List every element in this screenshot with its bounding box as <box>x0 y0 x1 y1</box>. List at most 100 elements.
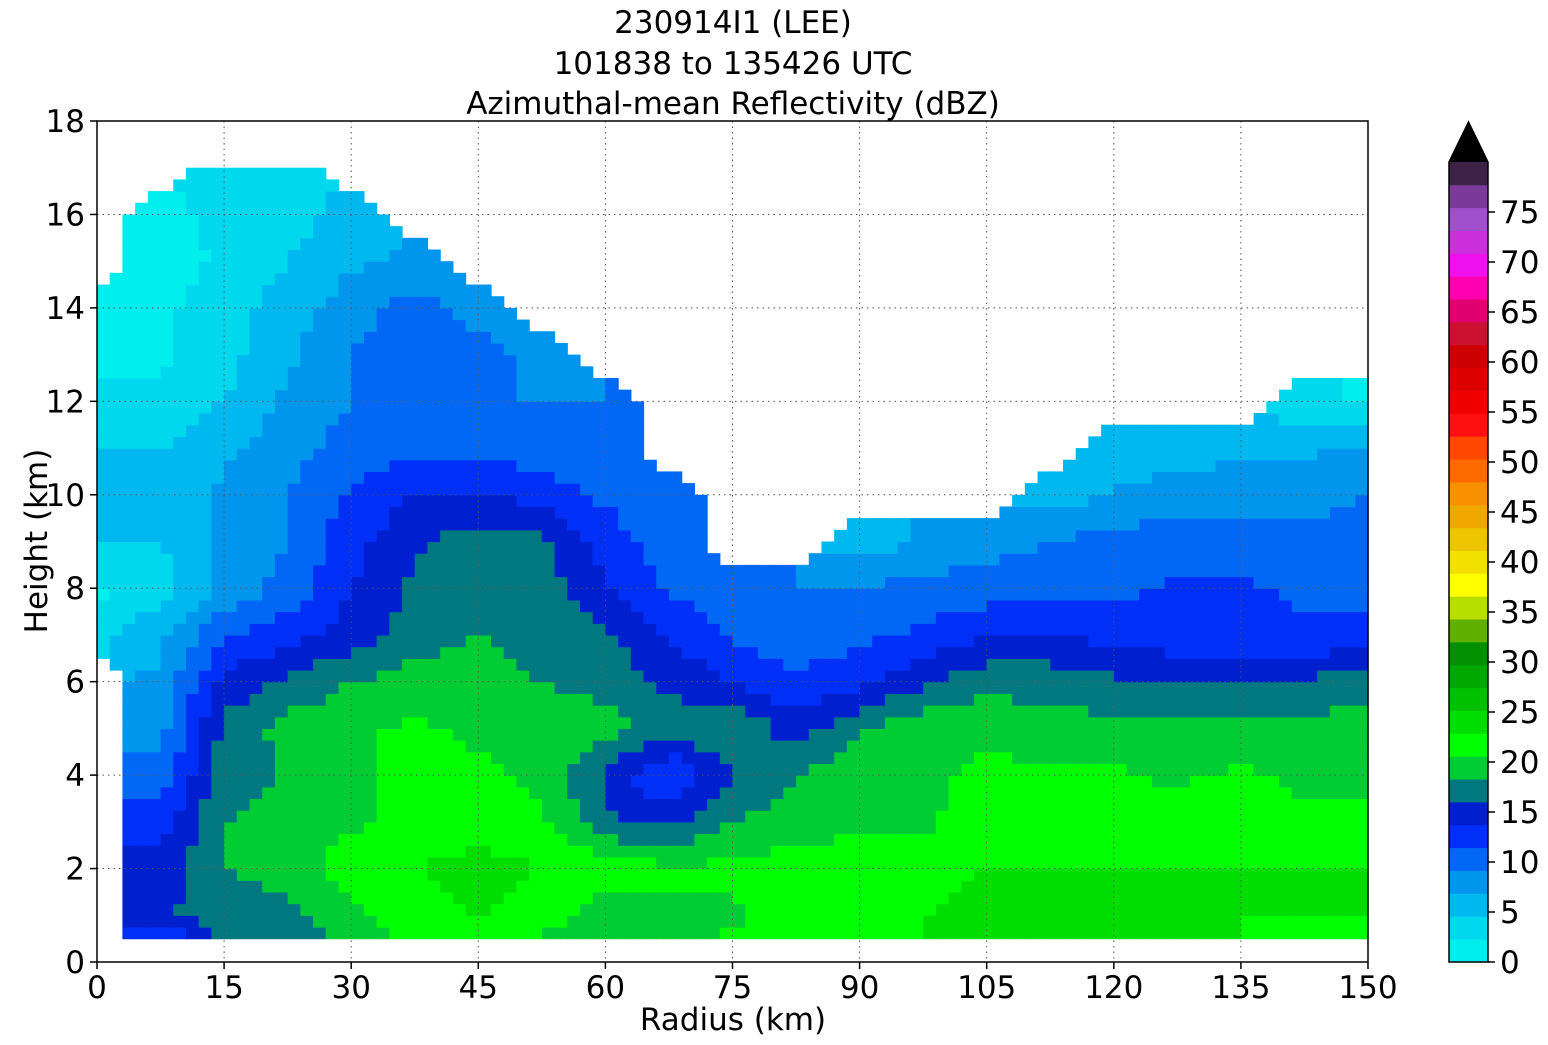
field-cell <box>1240 915 1255 928</box>
field-cell <box>796 705 810 718</box>
field-cell <box>274 377 289 391</box>
field-cell <box>1291 716 1306 729</box>
field-cell <box>491 658 505 671</box>
field-cell <box>910 915 924 928</box>
field-cell <box>1050 646 1064 659</box>
field-cell <box>1037 810 1051 823</box>
field-cell <box>503 623 518 636</box>
field-cell <box>249 518 263 531</box>
field-cell <box>491 436 505 449</box>
field-cell <box>452 856 467 870</box>
field-cell <box>1037 891 1051 905</box>
field-cell <box>478 459 492 473</box>
field-cell <box>300 436 314 449</box>
field-cell <box>376 588 390 601</box>
field-cell <box>656 529 670 543</box>
field-cell <box>287 786 301 800</box>
field-cell <box>147 331 162 344</box>
field-cell <box>452 868 467 881</box>
field-cell <box>351 191 365 204</box>
field-cell <box>173 494 187 508</box>
field-cell <box>211 658 225 671</box>
field-cell <box>224 599 238 613</box>
field-cell <box>656 880 670 893</box>
field-cell <box>923 693 937 706</box>
field-cell <box>173 541 187 554</box>
field-cell <box>516 553 530 566</box>
field-cell <box>1291 471 1306 484</box>
field-cell <box>1240 751 1255 765</box>
field-cell <box>300 786 314 800</box>
field-cell <box>274 319 289 332</box>
field-cell <box>1317 763 1331 776</box>
field-cell <box>694 728 708 741</box>
colorbar-bin <box>1449 870 1488 894</box>
field-cell <box>1279 821 1293 835</box>
field-cell <box>465 868 479 881</box>
field-cell <box>923 856 937 870</box>
field-cell <box>147 786 162 800</box>
field-cell <box>338 599 352 613</box>
colorbar-bin <box>1449 619 1488 643</box>
field-cell <box>1317 786 1331 800</box>
field-cell <box>389 319 403 332</box>
field-cell <box>529 506 543 519</box>
field-cell <box>300 763 314 776</box>
field-cell <box>707 599 721 613</box>
field-cell <box>198 553 212 566</box>
field-cell <box>427 926 441 940</box>
field-cell <box>236 845 251 858</box>
field-cell <box>452 915 467 928</box>
field-cell <box>402 763 416 776</box>
field-cell <box>1050 494 1064 508</box>
field-cell <box>808 833 823 846</box>
field-cell <box>1101 658 1115 671</box>
field-cell <box>529 529 543 543</box>
field-cell <box>516 518 530 531</box>
field-cell <box>516 413 530 426</box>
field-cell <box>1317 576 1331 589</box>
field-cell <box>1215 483 1229 496</box>
field-cell <box>872 646 886 659</box>
field-cell <box>1253 775 1267 788</box>
field-cell <box>1050 634 1064 648</box>
field-cell <box>338 424 352 437</box>
field-cell <box>135 506 149 519</box>
field-cell <box>961 915 975 928</box>
field-cell <box>173 775 187 788</box>
field-cell <box>503 891 518 905</box>
field-cell <box>224 868 238 881</box>
field-cell <box>1012 786 1026 800</box>
field-cell <box>325 518 340 531</box>
field-cell <box>274 494 289 508</box>
field-cell <box>707 740 721 753</box>
field-cell <box>262 728 276 741</box>
field-cell <box>948 541 962 554</box>
field-cell <box>796 915 810 928</box>
field-cell <box>732 891 746 905</box>
field-cell <box>274 284 289 297</box>
field-cell <box>160 915 174 928</box>
field-cell <box>834 845 848 858</box>
field-cell <box>910 763 924 776</box>
field-cell <box>1240 868 1255 881</box>
field-cell <box>1088 891 1102 905</box>
field-cell <box>402 284 416 297</box>
field-cell <box>516 564 530 578</box>
field-cell <box>923 634 937 648</box>
field-cell <box>1062 658 1077 671</box>
field-cell <box>147 214 162 227</box>
field-cell <box>249 634 263 648</box>
field-cell <box>313 845 327 858</box>
field-cell <box>122 669 136 683</box>
field-cell <box>605 518 619 531</box>
field-cell <box>224 634 238 648</box>
field-cell <box>541 471 556 484</box>
field-cell <box>135 214 149 227</box>
field-cell <box>147 891 162 905</box>
field-cell <box>198 856 212 870</box>
field-cell <box>287 669 301 683</box>
field-cell <box>1228 669 1242 683</box>
field-cell <box>643 926 657 940</box>
field-cell <box>1024 716 1039 729</box>
